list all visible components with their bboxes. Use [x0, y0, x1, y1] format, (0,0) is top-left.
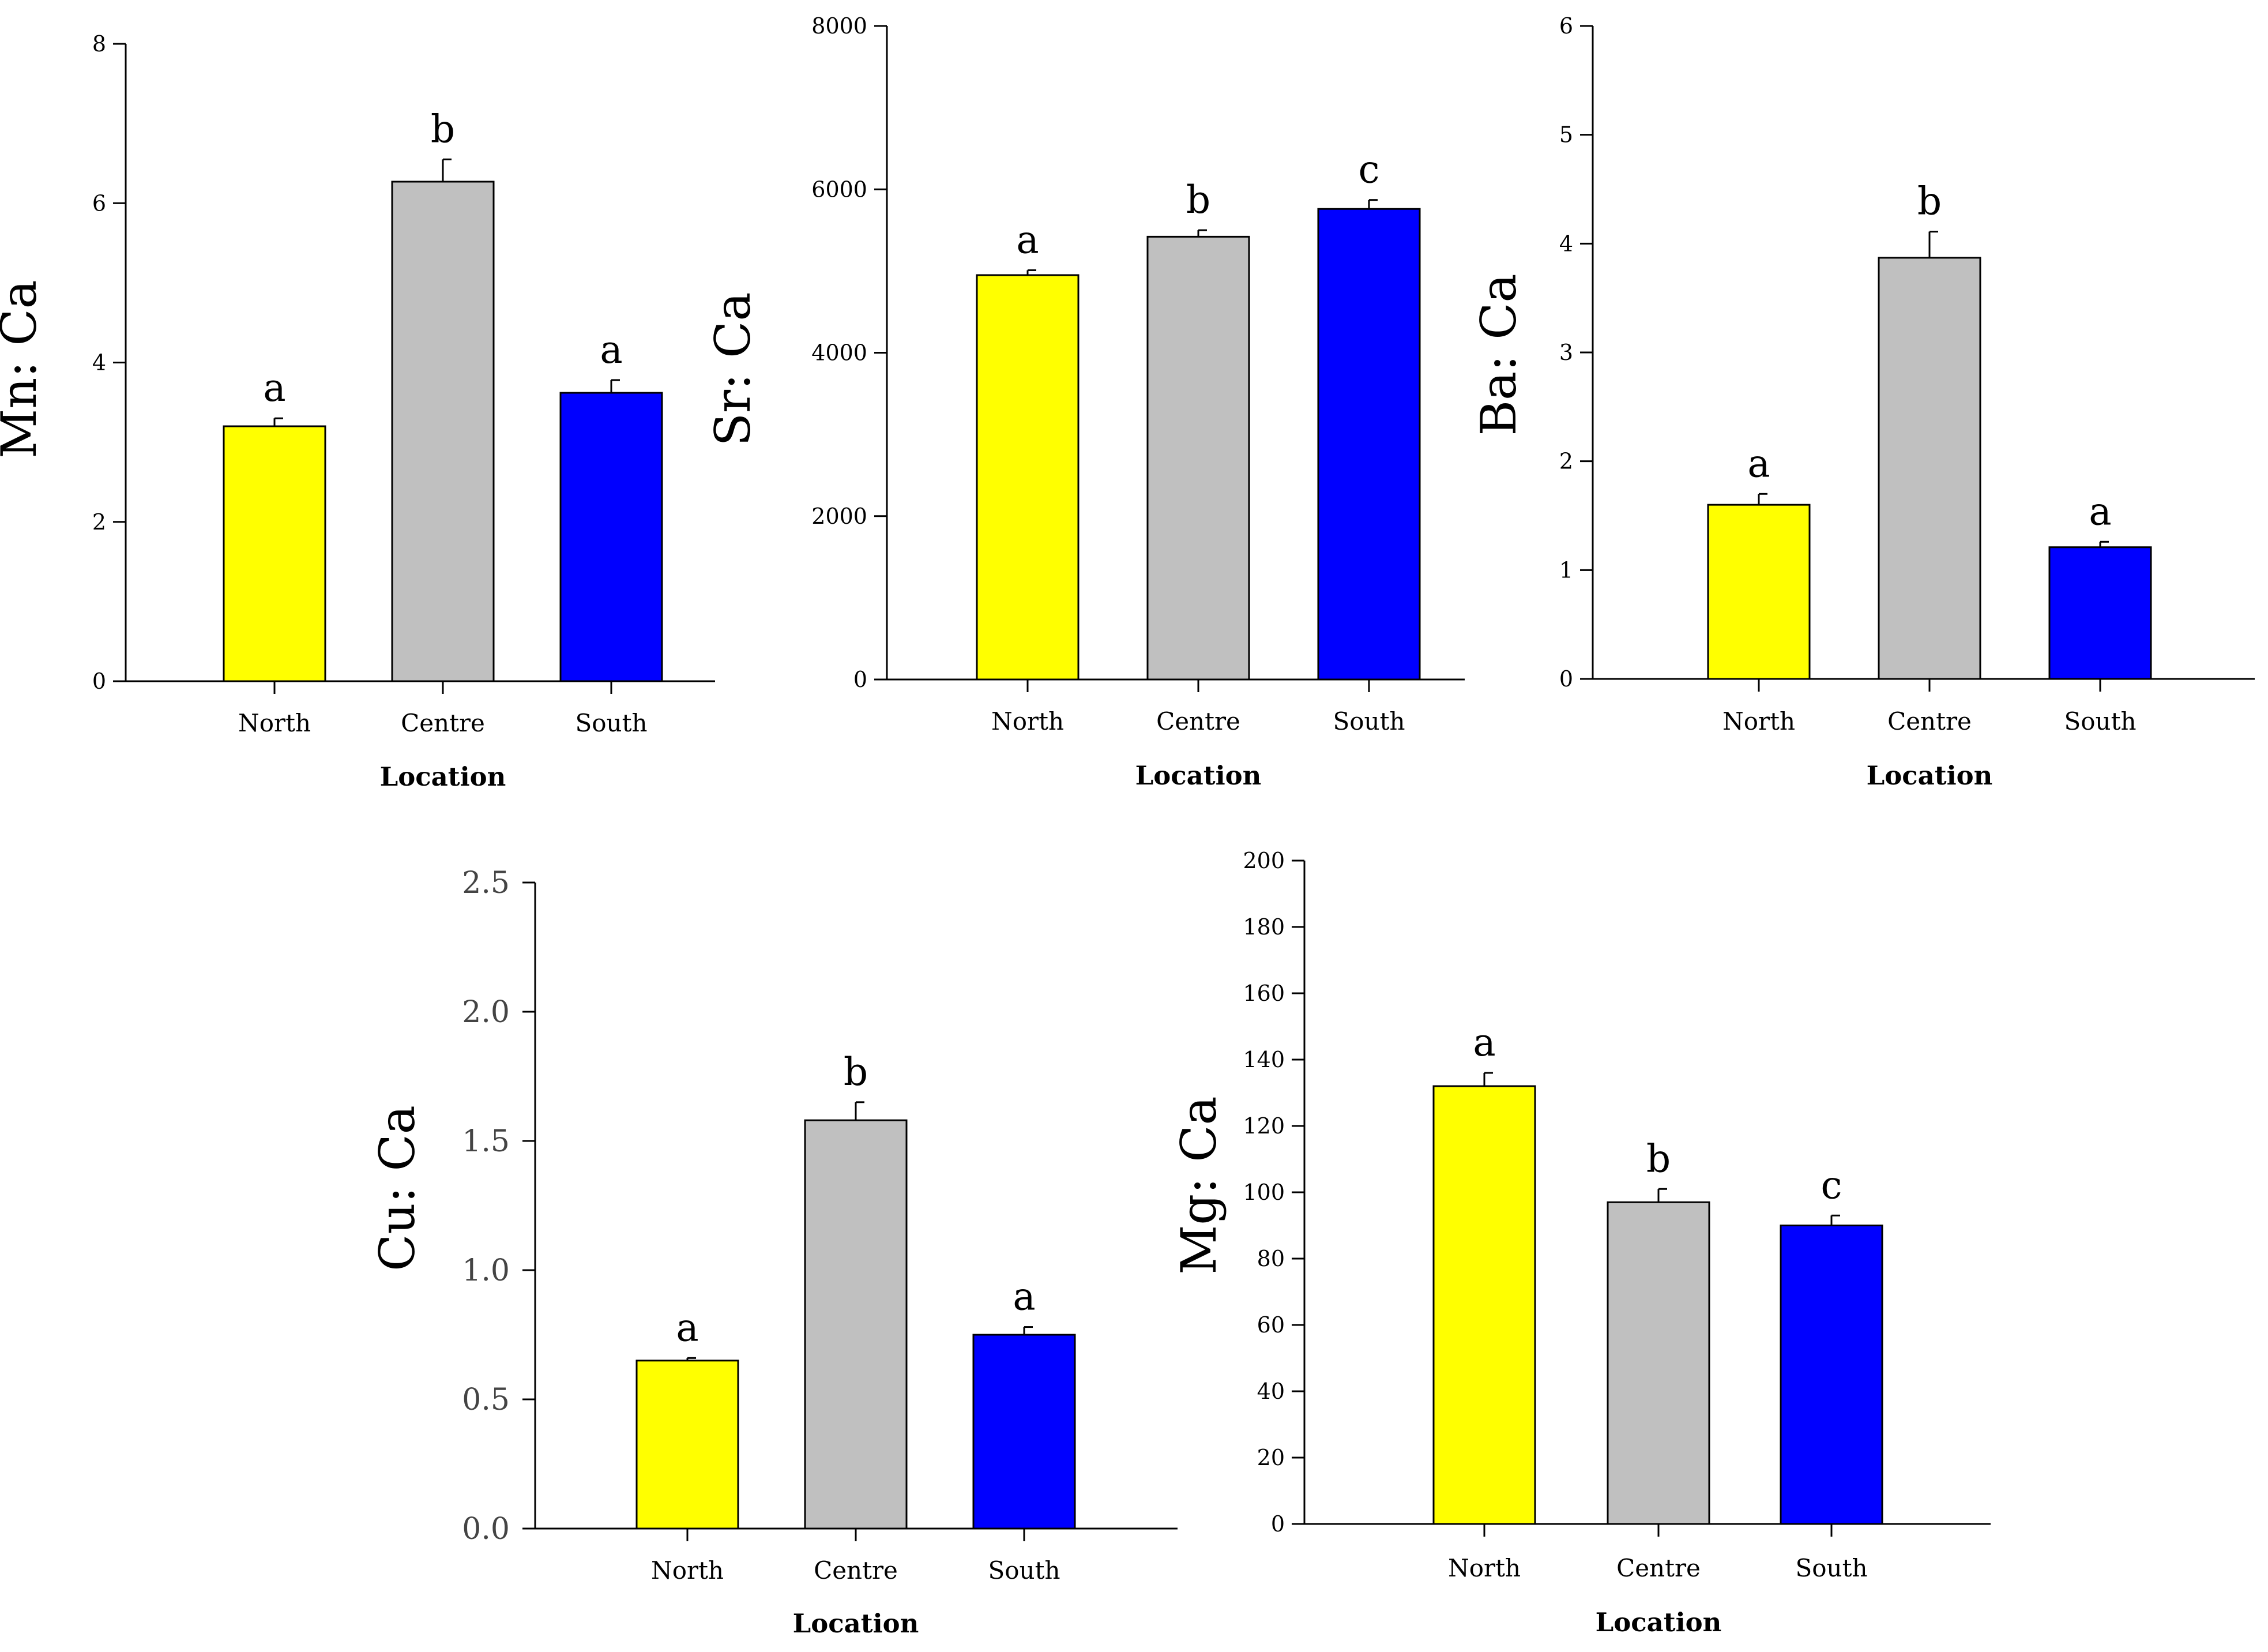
y-tick-label: 4000 — [811, 340, 867, 366]
y-tick-label: 80 — [1257, 1246, 1285, 1271]
bar-north — [223, 425, 326, 682]
y-tick-label: 140 — [1243, 1047, 1285, 1072]
bar-centre — [391, 181, 495, 682]
x-tick-label-centre: Centre — [1616, 1554, 1701, 1582]
y-axis-label: Ba: Ca — [1470, 273, 1527, 435]
bar-south — [559, 392, 663, 682]
x-axis-label: Location — [793, 1608, 919, 1639]
panel-mg: 0 20 40 60 80 100 120 140 160 180 200 North a Centre b… — [1171, 848, 1991, 1638]
y-tick-label: 0 — [1271, 1511, 1285, 1537]
bar-centre — [804, 1119, 908, 1530]
x-tick-label-north: North — [651, 1556, 724, 1585]
y-tick-label: 0 — [1559, 666, 1573, 692]
y-tick-label: 100 — [1243, 1180, 1285, 1205]
x-tick-label-south: South — [1333, 707, 1405, 735]
y-axis-label: Mg: Ca — [1171, 1096, 1227, 1274]
y-tick-label: 200 — [1243, 848, 1285, 873]
y-tick-label: 4 — [1559, 231, 1573, 256]
bar-centre — [1146, 235, 1250, 681]
panel-sr: 0 2000 4000 6000 8000 North a Centre b South c Loca… — [705, 13, 1465, 791]
bar-centre — [1607, 1201, 1710, 1525]
significance-letter-centre: b — [1646, 1136, 1671, 1181]
bar-south — [1317, 208, 1421, 681]
bar-south — [972, 1334, 1076, 1530]
significance-letter-centre: b — [1917, 179, 1942, 224]
y-tick-label: 0.5 — [462, 1383, 510, 1417]
x-axis-label: Location — [380, 761, 506, 792]
bar-north — [1432, 1085, 1536, 1525]
y-tick-label: 160 — [1243, 981, 1285, 1006]
y-tick-label: 1.5 — [462, 1124, 510, 1159]
y-tick-label: 8 — [92, 31, 106, 57]
y-tick-label: 8000 — [811, 13, 867, 39]
y-axis-label: Sr: Ca — [705, 292, 761, 446]
x-tick-label-centre: Centre — [1156, 707, 1240, 735]
y-tick-label: 4 — [92, 350, 106, 376]
significance-letter-north: a — [676, 1305, 698, 1350]
x-tick-label-centre: Centre — [1887, 707, 1972, 735]
y-tick-label: 5 — [1559, 122, 1573, 148]
y-tick-label: 120 — [1243, 1113, 1285, 1139]
bar-centre — [1878, 257, 1981, 680]
x-tick-label-south: South — [575, 709, 647, 737]
bar-south — [2048, 546, 2152, 680]
x-tick-label-north: North — [238, 709, 311, 737]
y-tick-label: 0 — [92, 669, 106, 694]
y-tick-label: 3 — [1559, 340, 1573, 365]
x-axis-label: Location — [1135, 760, 1262, 791]
x-tick-label-south: South — [988, 1556, 1060, 1585]
y-tick-label: 1 — [1559, 557, 1573, 583]
significance-letter-centre: b — [1186, 178, 1210, 222]
y-tick-label: 2 — [92, 509, 106, 535]
y-tick-label: 2.0 — [462, 995, 510, 1030]
significance-letter-centre: b — [844, 1050, 868, 1094]
significance-letter-south: c — [1359, 148, 1380, 192]
panel-cu: 0.0 0.5 1.0 1.5 2.0 2.5 North a Centre b South a Loc… — [369, 866, 1178, 1639]
y-tick-label: 2.5 — [462, 866, 510, 900]
y-tick-label: 40 — [1257, 1379, 1285, 1404]
y-tick-label: 2000 — [811, 504, 867, 529]
x-tick-label-centre: Centre — [401, 709, 485, 737]
y-tick-label: 60 — [1257, 1312, 1285, 1338]
x-tick-label-north: North — [1448, 1554, 1521, 1582]
significance-letter-north: a — [263, 366, 285, 410]
significance-letter-centre: b — [431, 107, 455, 151]
bar-north — [976, 274, 1080, 681]
x-tick-label-south: South — [1795, 1554, 1867, 1582]
y-axis-label: Mn: Ca — [0, 280, 47, 458]
bar-south — [1780, 1225, 1883, 1525]
x-axis-label: Location — [1596, 1607, 1722, 1638]
significance-letter-north: a — [1473, 1020, 1495, 1065]
significance-letter-south: c — [1821, 1163, 1842, 1207]
significance-letter-south: a — [2089, 489, 2111, 534]
y-tick-label: 6000 — [811, 177, 867, 202]
significance-letter-north: a — [1747, 441, 1770, 486]
y-tick-label: 2 — [1559, 449, 1573, 474]
significance-letter-south: a — [1013, 1275, 1035, 1319]
panel-mn: 0 2 4 6 8 North a Centre b South a Location Mn: Ca — [0, 31, 715, 792]
x-tick-label-north: North — [991, 707, 1064, 735]
x-tick-label-north: North — [1722, 707, 1795, 735]
x-axis-label: Location — [1867, 760, 1993, 791]
significance-letter-south: a — [600, 328, 622, 372]
y-axis-label: Cu: Ca — [369, 1105, 426, 1271]
y-tick-label: 180 — [1243, 914, 1285, 940]
y-tick-label: 0 — [853, 667, 867, 692]
bar-north — [635, 1360, 739, 1530]
y-tick-label: 1.0 — [462, 1253, 510, 1288]
y-tick-label: 0.0 — [462, 1512, 510, 1546]
x-tick-label-south: South — [2064, 707, 2136, 735]
y-tick-label: 6 — [1559, 13, 1573, 39]
panel-ba: 0 1 2 3 4 5 6 North a Centre b South a Location Ba: Ca — [1470, 13, 2255, 791]
x-tick-label-centre: Centre — [814, 1556, 898, 1585]
y-tick-label: 20 — [1257, 1445, 1285, 1470]
bar-north — [1707, 504, 1811, 680]
significance-letter-north: a — [1016, 217, 1039, 262]
y-tick-label: 6 — [92, 190, 106, 216]
